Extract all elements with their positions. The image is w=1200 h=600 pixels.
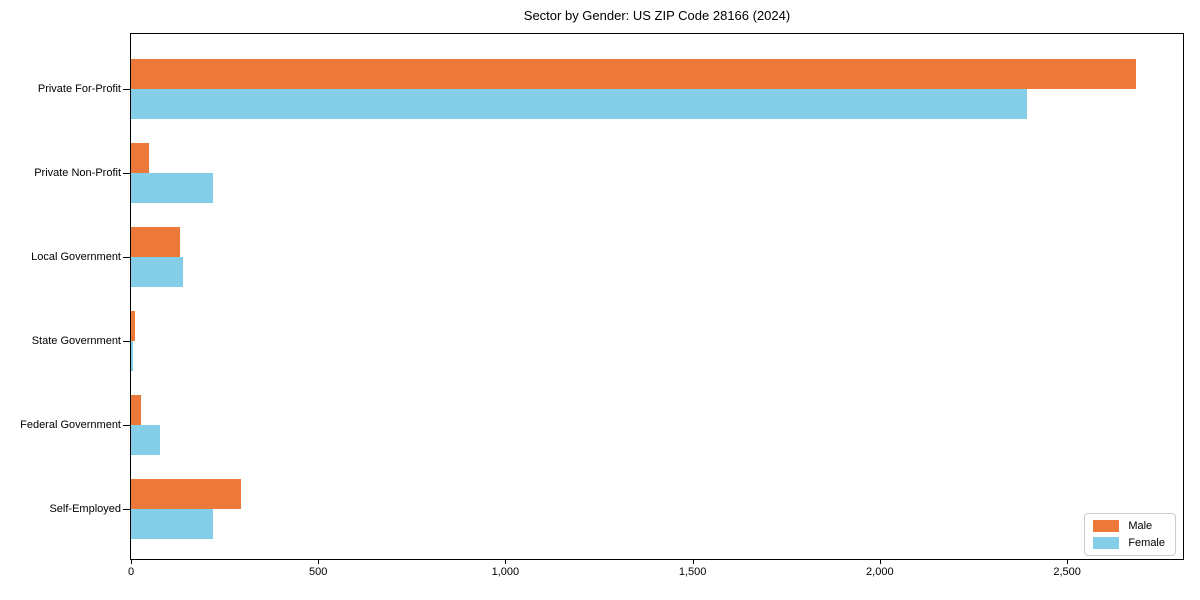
bar-female-private-non-profit — [131, 173, 213, 203]
y-tick-label-self-employed: Self-Employed — [49, 503, 121, 515]
y-tick-label-private-non-profit: Private Non-Profit — [34, 167, 121, 179]
legend-label-male: Male — [1128, 520, 1153, 532]
bar-male-local-government — [131, 227, 180, 257]
bar-female-state-government — [131, 341, 133, 371]
plot-area: Male Female — [130, 33, 1184, 560]
legend-item-female: Female — [1093, 537, 1165, 549]
y-tick-label-state-government: State Government — [31, 335, 121, 347]
bar-male-private-for-profit — [131, 59, 1136, 89]
y-tick-federal-government — [123, 425, 130, 426]
y-tick-label-local-government: Local Government — [31, 251, 121, 263]
bar-male-private-non-profit — [131, 143, 150, 173]
x-tick-1-000 — [505, 560, 507, 564]
chart-title: Sector by Gender: US ZIP Code 28166 (202… — [523, 8, 791, 23]
x-tick-label-0: 0 — [127, 566, 135, 578]
legend: Male Female — [1084, 513, 1176, 556]
bar-female-local-government — [131, 257, 184, 287]
legend-label-female: Female — [1128, 537, 1165, 549]
y-tick-self-employed — [123, 509, 130, 510]
y-tick-label-private-for-profit: Private For-Profit — [37, 83, 121, 95]
legend-swatch-female — [1093, 537, 1120, 549]
x-tick-label-500: 500 — [309, 566, 328, 578]
x-tick-0 — [131, 560, 132, 564]
x-tick-1-500 — [692, 560, 694, 564]
bar-female-federal-government — [131, 425, 160, 455]
x-tick-label-1-500: 1,500 — [678, 566, 707, 578]
y-tick-label-federal-government: Federal Government — [20, 419, 121, 431]
x-tick-2-000 — [879, 560, 881, 564]
x-tick-label-2-000: 2,000 — [866, 566, 894, 578]
y-tick-state-government — [123, 341, 130, 342]
x-tick-500 — [318, 560, 320, 564]
bar-male-self-employed — [131, 479, 242, 509]
x-tick-label-1-000: 1,000 — [491, 566, 520, 578]
y-tick-private-non-profit — [123, 173, 130, 174]
x-tick-2-500 — [1067, 560, 1069, 564]
legend-swatch-male — [1093, 520, 1120, 532]
bar-male-federal-government — [131, 395, 141, 425]
y-tick-private-for-profit — [123, 89, 130, 90]
bar-female-private-for-profit — [131, 89, 1027, 119]
y-tick-local-government — [123, 257, 130, 258]
x-tick-label-2-500: 2,500 — [1053, 566, 1081, 578]
bar-female-self-employed — [131, 509, 213, 539]
legend-item-male: Male — [1093, 520, 1165, 532]
bar-male-state-government — [131, 311, 135, 341]
